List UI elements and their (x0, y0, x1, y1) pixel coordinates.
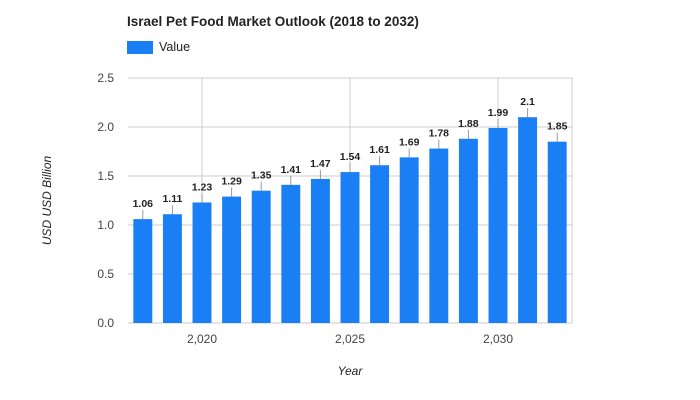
bar[interactable] (251, 190, 271, 323)
data-label: 1.47 (310, 158, 331, 170)
data-label: 1.78 (429, 128, 450, 140)
data-label: 1.99 (488, 107, 509, 119)
x-tick-label: 2,020 (187, 332, 217, 346)
x-tick-label: 2,025 (335, 332, 365, 346)
bar[interactable] (162, 214, 182, 323)
data-label: 1.41 (281, 164, 302, 176)
bar[interactable] (518, 117, 538, 323)
legend-swatch (127, 40, 153, 54)
data-label: 1.54 (340, 151, 361, 163)
y-axis-title: USD USD Billion (40, 155, 54, 245)
data-label: 1.35 (251, 170, 272, 182)
bar[interactable] (281, 184, 301, 323)
bar[interactable] (310, 178, 330, 323)
y-tick-label: 2.0 (97, 120, 114, 134)
bar[interactable] (192, 202, 212, 323)
bar[interactable] (547, 141, 567, 323)
data-label: 1.06 (133, 198, 154, 210)
chart-title: Israel Pet Food Market Outlook (2018 to … (127, 14, 419, 29)
bar[interactable] (133, 219, 153, 323)
bar[interactable] (399, 157, 419, 323)
data-label: 1.11 (162, 193, 182, 205)
y-tick-label: 0.5 (97, 267, 114, 281)
bar[interactable] (370, 165, 390, 323)
data-label: 1.85 (547, 121, 568, 133)
y-tick-label: 2.5 (97, 71, 114, 85)
data-label: 1.61 (369, 144, 390, 156)
y-tick-label: 1.5 (97, 169, 114, 183)
data-label: 1.29 (221, 176, 242, 188)
data-label: 2.1 (520, 96, 535, 108)
y-tick-label: 1.0 (97, 218, 114, 232)
y-tick-label: 0.0 (97, 316, 114, 330)
bar[interactable] (340, 172, 360, 323)
x-axis-title: Year (338, 364, 364, 378)
x-tick-label: 2,030 (483, 332, 513, 346)
data-label: 1.23 (192, 181, 213, 193)
bar[interactable] (429, 148, 449, 323)
bar[interactable] (222, 196, 242, 323)
bar[interactable] (488, 127, 508, 323)
legend[interactable]: Value (127, 40, 190, 54)
legend-label: Value (159, 40, 191, 54)
data-label: 1.69 (399, 136, 420, 148)
data-label: 1.88 (458, 118, 479, 130)
bar[interactable] (458, 138, 478, 323)
